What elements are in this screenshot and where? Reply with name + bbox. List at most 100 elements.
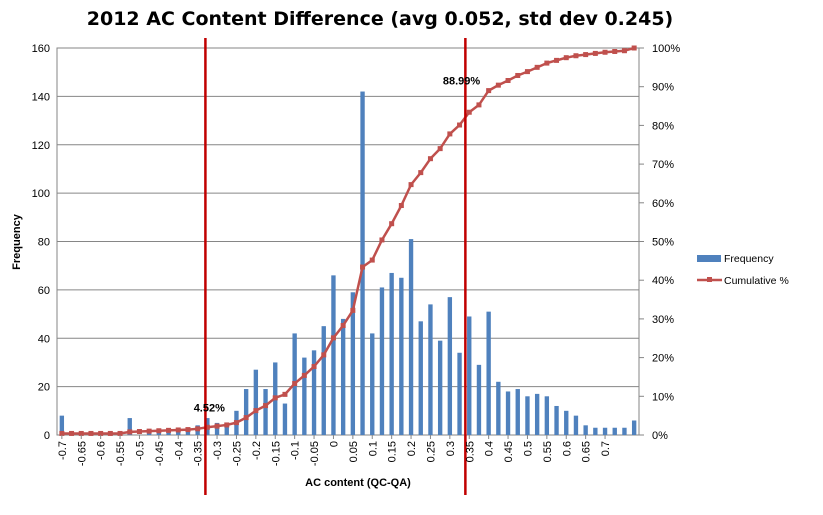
y-tick-label: 100 [32, 188, 50, 200]
cumulative-point [321, 352, 327, 358]
x-tick-label: 0.6 [561, 441, 573, 456]
cumulative-point [253, 408, 259, 414]
cumulative-point [311, 364, 317, 370]
frequency-bar [224, 422, 229, 435]
cumulative-point [476, 102, 482, 108]
cumulative-point [272, 395, 278, 401]
frequency-bar [408, 239, 414, 435]
x-tick-label: 0.05 [348, 441, 360, 462]
frequency-bar [418, 321, 423, 435]
y2-tick-label: 100% [652, 43, 680, 55]
frequency-bar [505, 391, 511, 435]
frequency-bar [360, 91, 365, 435]
cumulative-point [340, 322, 346, 328]
cumulative-point [379, 237, 385, 243]
frequency-bar [340, 318, 346, 435]
annotation-label: 4.52% [194, 403, 225, 415]
cumulative-point [78, 430, 84, 436]
cumulative-point [621, 48, 627, 54]
y2-tick-label: 90% [652, 82, 674, 94]
frequency-bar [350, 292, 356, 435]
legend-swatch-cumulative-marker [707, 277, 712, 282]
frequency-bar [564, 410, 569, 435]
frequency-bar [554, 405, 559, 435]
cumulative-point [301, 372, 307, 378]
cumulative-point [398, 203, 404, 209]
frequency-bar [146, 432, 152, 435]
x-tick-label: 0 [328, 441, 340, 447]
cumulative-point [408, 182, 414, 188]
x-axis-label: AC content (QC-QA) [305, 477, 411, 489]
frequency-bar [331, 275, 336, 435]
x-tick-label: -0.4 [173, 441, 185, 460]
frequency-bar [243, 389, 249, 435]
cumulative-point [515, 72, 521, 78]
cumulative-point [214, 423, 220, 429]
legend-label-frequency: Frequency [724, 253, 774, 265]
cumulative-point [59, 430, 65, 436]
cumulative-point [554, 57, 560, 63]
frequency-bar [622, 427, 627, 435]
x-tick-label: 0.15 [387, 441, 399, 462]
frequency-bar [127, 418, 132, 435]
cumulative-point [544, 60, 550, 66]
cumulative-point [146, 428, 152, 434]
cumulative-point [360, 264, 366, 270]
cumulative-point [98, 430, 104, 436]
annotation-label: 88.99% [443, 76, 481, 88]
frequency-bar [515, 389, 520, 435]
x-tick-label: -0.45 [154, 441, 166, 466]
y-tick-label: 140 [32, 91, 50, 103]
x-tick-label: 0.3 [445, 441, 457, 456]
annotations: 4.52% 88.99% [194, 76, 481, 415]
frequency-bar [631, 420, 637, 435]
frequency-bar [534, 393, 540, 435]
cumulative-point [583, 52, 589, 58]
cumulative-point [389, 221, 395, 227]
cumulative-point [369, 257, 375, 263]
frequency-bar [263, 389, 268, 435]
y2-tick-label: 0% [652, 430, 668, 442]
x-tick-label: -0.3 [212, 441, 224, 460]
cumulative-point [524, 69, 530, 75]
cumulative-point [243, 415, 249, 421]
y-tick-label: 20 [38, 382, 50, 394]
cumulative-point [156, 428, 162, 434]
cumulative-point [427, 156, 433, 162]
frequency-bar [185, 430, 191, 435]
cumulative-point [117, 430, 123, 436]
x-tick-label: -0.5 [134, 441, 146, 460]
cumulative-point [602, 49, 608, 55]
y2-tick-label: 80% [652, 120, 674, 132]
frequency-bar [496, 381, 501, 435]
frequency-bar [214, 422, 220, 435]
y2-tick-label: 20% [652, 353, 674, 365]
cumulative-point [204, 424, 210, 430]
cumulative-point [282, 391, 288, 397]
x-axis-ticks: -0.7 -0.65 -0.6 -0.55 -0.5 -0.45 -0.4 -0.35 -0.3… [57, 435, 612, 466]
y-tick-label: 120 [32, 140, 50, 152]
cumulative-point [437, 146, 443, 152]
y-tick-label: 80 [38, 237, 50, 249]
legend-swatch-frequency [697, 255, 721, 262]
x-tick-label: -0.6 [96, 441, 108, 460]
cumulative-point [466, 109, 472, 115]
cumulative-point [534, 64, 540, 70]
x-tick-label: -0.55 [115, 441, 127, 466]
frequency-bar [321, 326, 326, 435]
x-tick-label: -0.1 [290, 441, 302, 460]
x-tick-label: -0.65 [76, 441, 88, 466]
frequency-bar [370, 333, 375, 435]
x-tick-label: 0.7 [600, 441, 612, 456]
frequency-bar [389, 272, 394, 435]
y2-tick-label: 40% [652, 275, 674, 287]
frequency-bar [583, 425, 588, 435]
frequency-bar [467, 316, 472, 435]
x-tick-label: -0.2 [251, 441, 263, 460]
x-tick-label: 0.55 [542, 441, 554, 462]
x-tick-label: -0.15 [270, 441, 282, 466]
x-tick-label: -0.35 [193, 441, 205, 466]
gridlines [57, 47, 639, 388]
frequency-bar [311, 350, 317, 435]
